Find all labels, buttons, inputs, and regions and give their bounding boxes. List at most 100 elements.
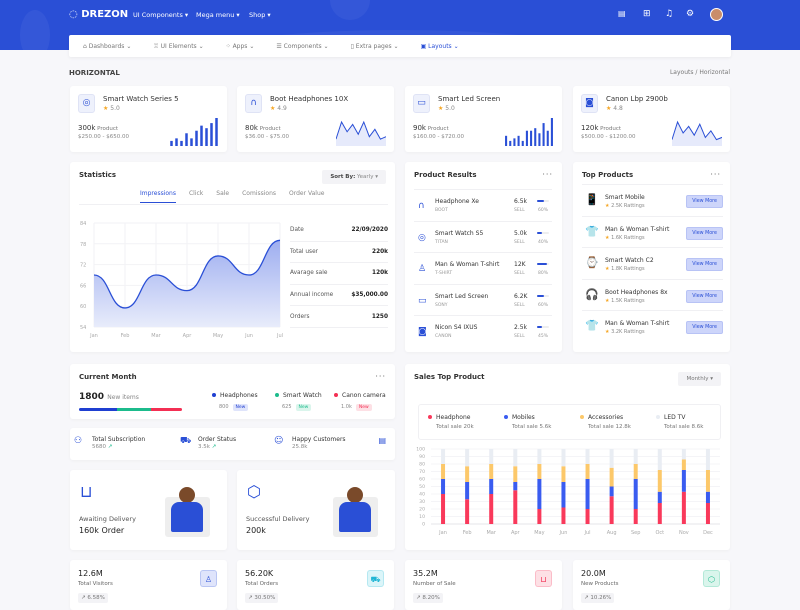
- more-options-icon[interactable]: ···: [375, 372, 386, 381]
- bar-mobiles: [610, 487, 614, 497]
- menu-ui-components[interactable]: UI Components ▾: [133, 11, 188, 19]
- y-tick-label: 0: [422, 522, 425, 528]
- nav-dashboards[interactable]: ⌂ Dashboards ⌄: [83, 43, 131, 50]
- stat-label: Total Visitors: [78, 581, 113, 587]
- nav-layouts[interactable]: ▣ Layouts ⌄: [421, 43, 459, 50]
- settings-icon[interactable]: ⚙: [686, 9, 694, 19]
- bar-led-tv: [513, 449, 517, 466]
- tab-sale[interactable]: Sale: [216, 190, 229, 203]
- product-name: Man & Woman T-shirt: [605, 226, 669, 233]
- user-icon: ♙: [200, 570, 217, 587]
- view-more-button[interactable]: View More: [686, 195, 723, 208]
- spark-bar: [534, 128, 536, 146]
- sell-value: 12K: [514, 261, 526, 268]
- x-tick-label: Apr: [511, 530, 521, 536]
- bar-accessories: [489, 464, 493, 479]
- sell-label: SELL: [514, 240, 525, 245]
- watch-icon: ◎: [78, 94, 95, 113]
- legend-dot: [580, 415, 584, 419]
- nav-label: UI Elements: [161, 43, 197, 50]
- menu-mega-menu[interactable]: Mega menu ▾: [196, 11, 240, 19]
- more-options-icon[interactable]: ···: [542, 170, 553, 179]
- monitor-icon: ▭: [418, 296, 427, 306]
- bag-icon: ⊔: [535, 570, 552, 587]
- view-more-button[interactable]: View More: [686, 258, 723, 271]
- breadcrumb-layouts[interactable]: Layouts: [670, 69, 694, 76]
- bar-mobiles: [561, 482, 565, 508]
- cart-icon: ⛟: [180, 436, 191, 447]
- sort-dropdown[interactable]: Sort By: Yearly ▾: [322, 170, 386, 184]
- sell-percent: 40%: [538, 240, 548, 245]
- sell-label: SELL: [514, 334, 525, 339]
- logo[interactable]: ◌ DREZON: [69, 9, 128, 20]
- stat-label: Total Orders: [245, 581, 278, 587]
- headphones-icon: ∩: [418, 201, 425, 211]
- product-ratings: ★ 2.5K Rattings: [605, 203, 645, 209]
- bag-icon: ⊔: [80, 482, 92, 501]
- stat-percent: ↗ 30.50%: [245, 593, 278, 603]
- sell-percent: 60%: [538, 303, 548, 308]
- page-title: HORIZONTAL: [69, 69, 120, 77]
- menu-shop[interactable]: Shop ▾: [249, 11, 271, 19]
- product-name: Man & Woman T-shirt: [605, 320, 669, 327]
- x-tick-label: Sep: [631, 530, 640, 536]
- avatar[interactable]: [710, 8, 723, 21]
- breadcrumb-horizontal: Horizontal: [699, 69, 730, 76]
- bar-accessories: [586, 464, 590, 479]
- product-image: 📱: [585, 193, 599, 209]
- spark-bar: [551, 118, 553, 146]
- sell-label: SELL: [514, 271, 525, 276]
- legend-dot: [428, 415, 432, 419]
- nav-extra-pages[interactable]: ▯ Extra pages ⌄: [351, 43, 399, 50]
- view-more-button[interactable]: View More: [686, 290, 723, 303]
- breadcrumb-separator: /: [695, 69, 697, 76]
- bar-led-tv: [489, 449, 493, 464]
- bar-led-tv: [610, 449, 614, 468]
- report-icon[interactable]: ▤: [378, 436, 386, 445]
- stat-value: 56.20K: [245, 569, 273, 578]
- nav-apps[interactable]: ⁘ Apps ⌄: [226, 43, 255, 50]
- view-more-button[interactable]: View More: [686, 321, 723, 334]
- bar-led-tv: [561, 449, 565, 466]
- nav-components[interactable]: ☰ Components ⌄: [276, 43, 328, 50]
- nav-ui-elements[interactable]: ♖ UI Elements ⌄: [153, 43, 203, 50]
- bar-headphone: [561, 508, 565, 525]
- stat-value: 20.0M: [581, 569, 606, 578]
- bell-icon[interactable]: ♫: [665, 9, 673, 19]
- bar-headphone: [537, 509, 541, 524]
- period-dropdown[interactable]: Monthly ▾: [678, 372, 721, 386]
- sell-progress: [537, 263, 549, 265]
- gift-icon: ♖: [153, 43, 160, 50]
- tab-impressions[interactable]: Impressions: [140, 190, 176, 203]
- product-name: Headphone Xe: [435, 198, 479, 205]
- bar-headphone: [610, 496, 614, 524]
- apps-grid-icon[interactable]: ⊞: [643, 9, 651, 19]
- y-tick-label: 60: [80, 304, 86, 310]
- x-tick-label: Mar: [486, 530, 496, 536]
- bar-mobiles: [513, 482, 517, 490]
- bar-mobiles: [706, 492, 710, 503]
- tab-comissions[interactable]: Comissions: [242, 190, 276, 203]
- more-options-icon[interactable]: ···: [710, 170, 721, 179]
- sell-label: SELL: [514, 303, 525, 308]
- y-tick-label: 70: [419, 469, 425, 475]
- us-flag-icon[interactable]: ▤: [618, 9, 626, 18]
- tab-order-value[interactable]: Order Value: [289, 190, 324, 203]
- tab-click[interactable]: Click: [189, 190, 203, 203]
- view-more-button[interactable]: View More: [686, 227, 723, 240]
